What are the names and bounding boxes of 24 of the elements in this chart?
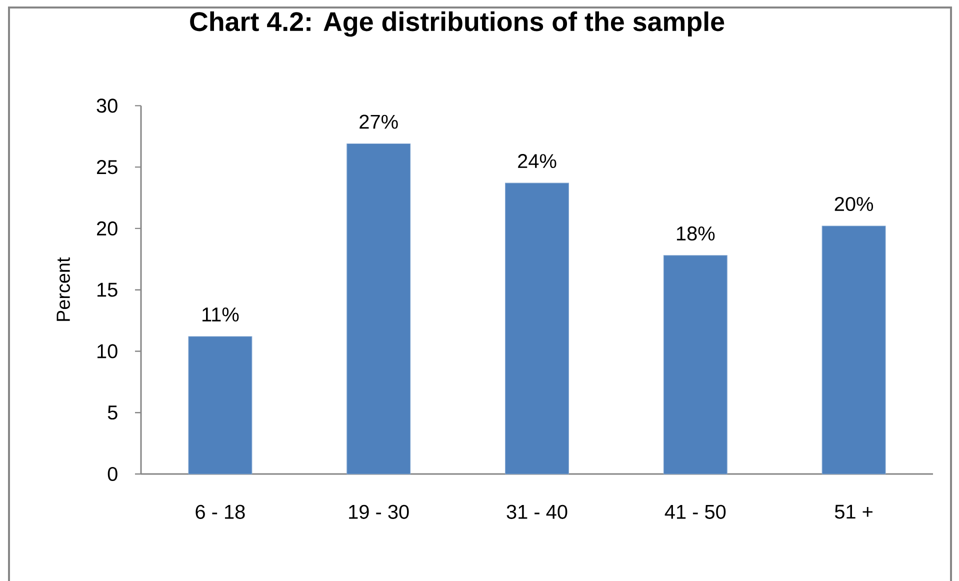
x-tick-label: 41 - 50 (664, 504, 726, 519)
bar (346, 143, 411, 474)
data-label: 18% (676, 226, 715, 241)
y-tick-label: 0 (108, 466, 118, 482)
y-tick-label: 30 (96, 98, 118, 113)
x-tick-label: 19 - 30 (349, 504, 409, 519)
data-label: 20% (834, 196, 874, 212)
data-label: 24% (518, 154, 556, 168)
y-tick-label: 10 (98, 344, 118, 358)
bar (663, 255, 728, 474)
x-tick-label: 31 - 40 (506, 504, 568, 519)
y-tick-label: 20 (96, 221, 118, 236)
bar (188, 336, 252, 474)
y-tick-label: 15 (98, 282, 118, 297)
y-axis-title: Percent (56, 257, 70, 321)
bar (822, 226, 886, 474)
x-tick-label: 51 + (834, 504, 872, 519)
x-tick-label: 6 - 18 (196, 504, 245, 519)
bar (505, 182, 569, 474)
data-label: 11% (202, 308, 239, 322)
chart-title: Chart 4.2: Age distributions of the sample (190, 11, 724, 37)
data-label: 27% (360, 114, 398, 129)
y-tick-label: 5 (108, 406, 118, 420)
y-tick-label: 25 (96, 160, 118, 174)
